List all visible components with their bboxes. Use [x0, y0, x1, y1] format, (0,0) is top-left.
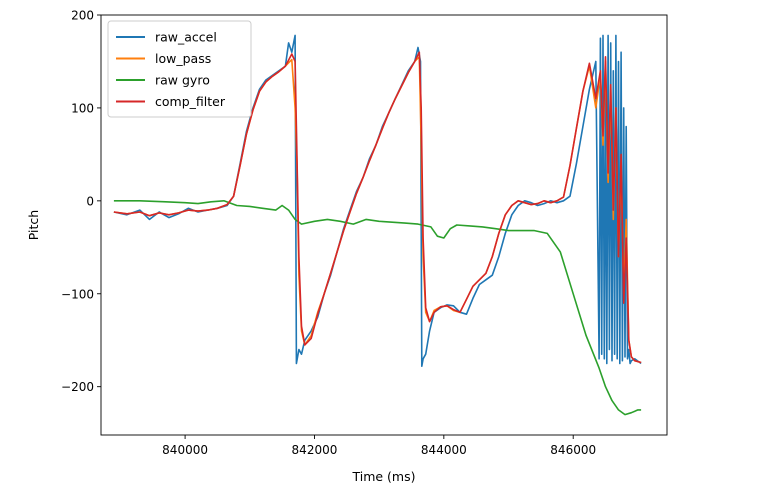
y-tick-label: 0: [86, 194, 94, 208]
x-axis: 840000 842000 844000 846000: [162, 435, 596, 457]
y-axis: 200 100 0 −100 −200: [61, 9, 101, 394]
series-line-raw-gyro: [113, 200, 642, 416]
x-axis-label: Time (ms): [351, 469, 415, 484]
x-tick-label: 846000: [550, 443, 596, 457]
legend-box: [107, 20, 252, 118]
x-tick-label: 842000: [292, 443, 338, 457]
x-tick-label: 840000: [162, 443, 208, 457]
legend-label-low-pass: low_pass: [155, 51, 211, 66]
y-tick-label: 100: [71, 101, 94, 115]
y-tick-label: −200: [61, 380, 94, 394]
series-line-comp-filter: [113, 51, 642, 364]
x-tick-label: 844000: [421, 443, 467, 457]
plot-frame: [100, 14, 668, 436]
legend-label-raw-gyro: raw gyro: [155, 73, 210, 88]
legend-label-raw-accel: raw_accel: [155, 30, 217, 45]
y-axis-label: Pitch: [26, 210, 41, 240]
series-layer: [113, 34, 642, 416]
y-tick-label: 200: [71, 9, 94, 23]
y-tick-label: −100: [61, 287, 94, 301]
legend-label-comp-filter: comp_filter: [155, 94, 226, 109]
